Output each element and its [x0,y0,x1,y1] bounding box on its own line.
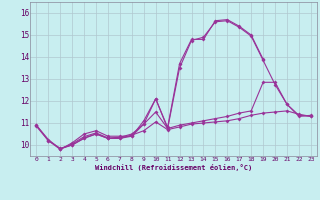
X-axis label: Windchill (Refroidissement éolien,°C): Windchill (Refroidissement éolien,°C) [95,164,252,171]
